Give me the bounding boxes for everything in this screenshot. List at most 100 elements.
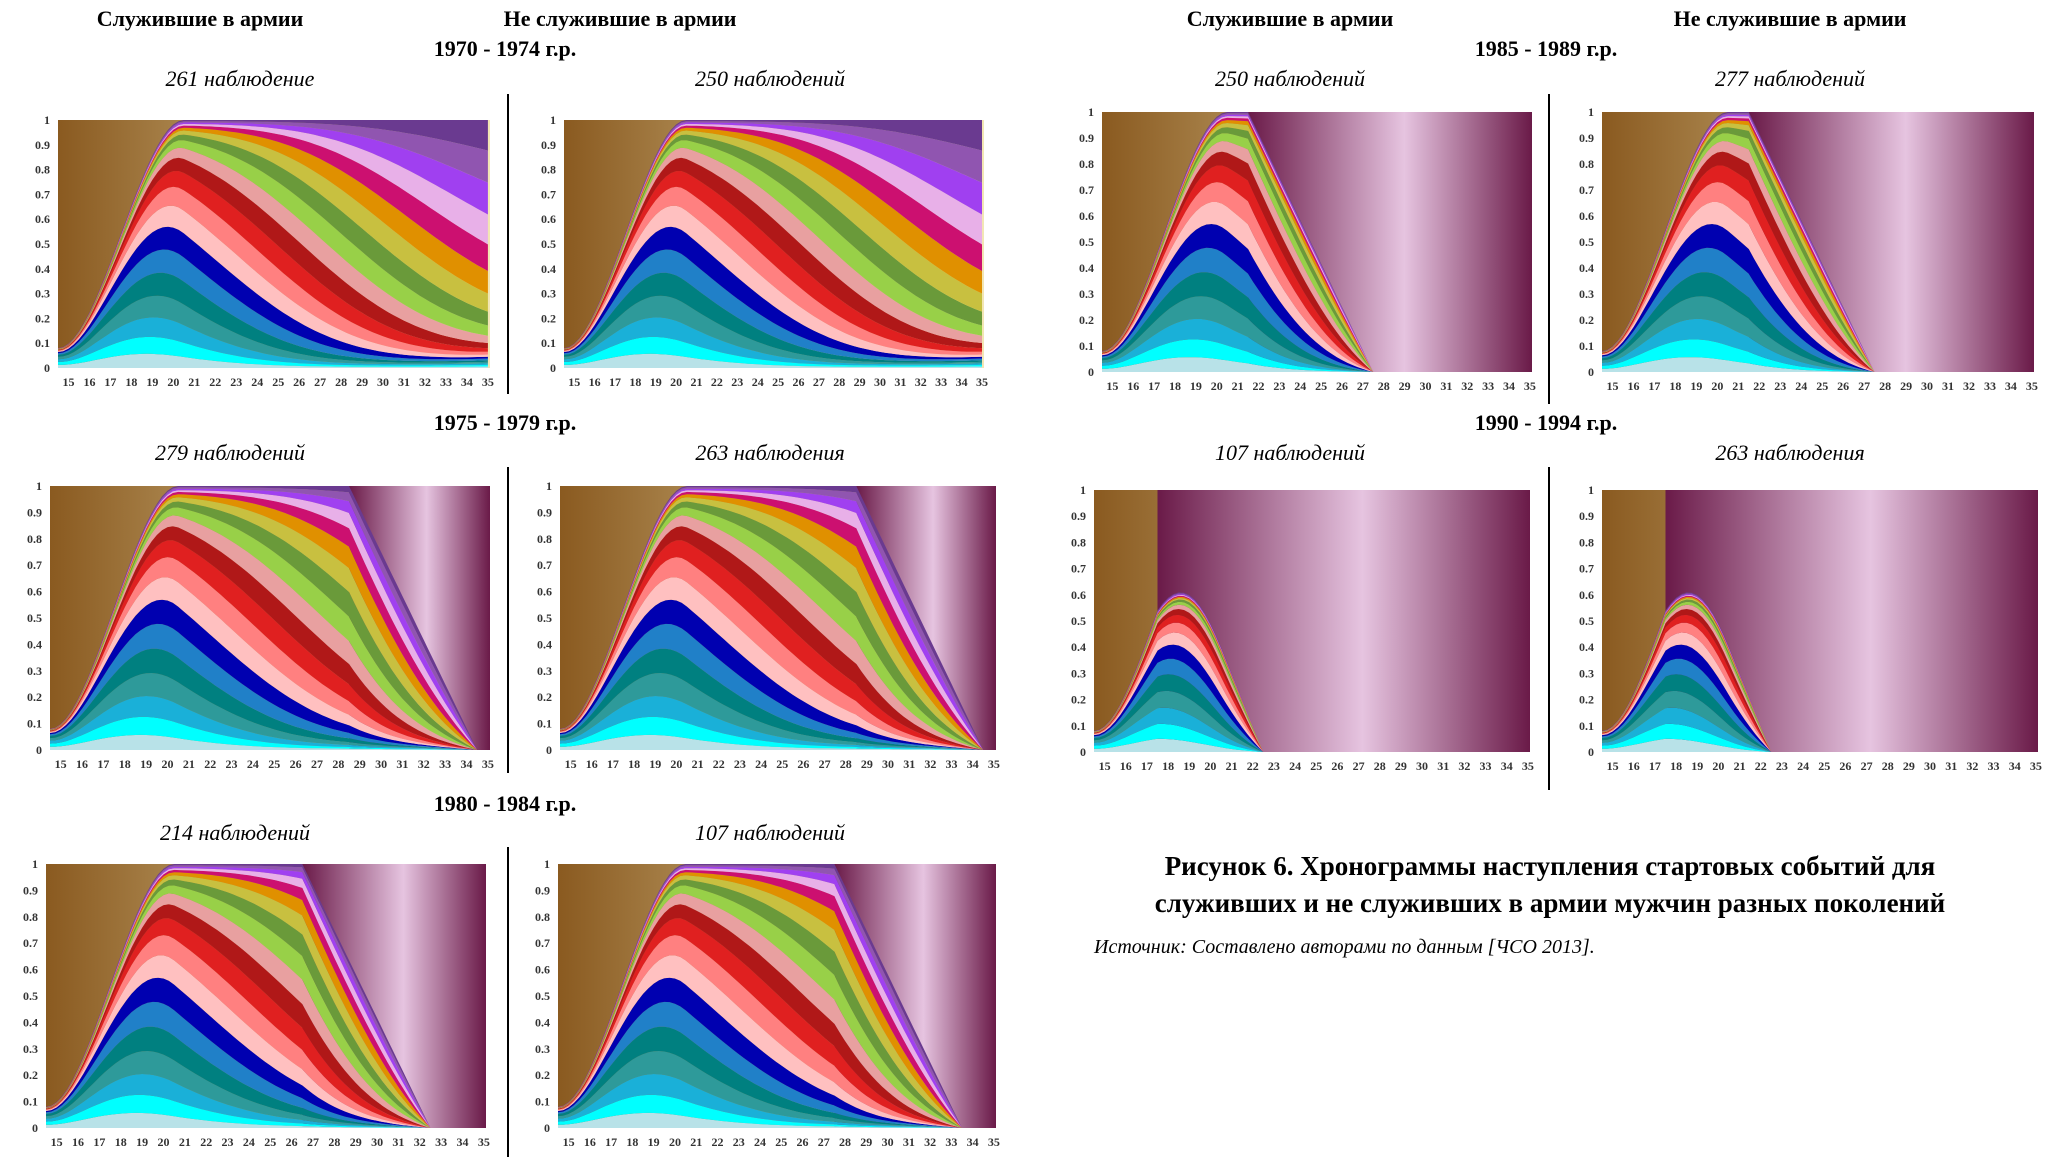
state-band-15 bbox=[58, 130, 488, 350]
x-tick-label: 31 bbox=[1945, 759, 1957, 773]
x-tick-label: 32 bbox=[1963, 379, 1975, 393]
state-band-9 bbox=[58, 186, 488, 355]
x-tick-label: 24 bbox=[755, 757, 767, 771]
x-tick-label: 22 bbox=[1253, 379, 1265, 393]
state-band-4 bbox=[564, 295, 982, 365]
x-tick-label: 17 bbox=[104, 375, 116, 389]
state-band-7 bbox=[1102, 224, 1530, 372]
x-tick-label: 20 bbox=[167, 375, 179, 389]
x-tick-label: 23 bbox=[226, 757, 238, 771]
x-tick-label: 34 bbox=[2009, 759, 2021, 773]
state-band-12 bbox=[58, 147, 488, 350]
y-tick-label: 0.8 bbox=[35, 163, 50, 177]
state-band-4 bbox=[58, 295, 488, 365]
x-tick-label: 35 bbox=[2026, 379, 2038, 393]
x-tick-label: 28 bbox=[1378, 379, 1390, 393]
x-tick-label: 17 bbox=[609, 375, 621, 389]
x-tick-label: 34 bbox=[457, 1135, 469, 1149]
state-band-12 bbox=[50, 515, 488, 750]
y-tick-label: 1 bbox=[1588, 483, 1594, 497]
state-band-9 bbox=[50, 557, 488, 750]
x-tick-label: 19 bbox=[1690, 379, 1702, 393]
state-band-20 bbox=[564, 121, 982, 349]
x-tick-label: 18 bbox=[1169, 379, 1181, 393]
y-tick-label: 0.8 bbox=[27, 532, 42, 546]
y-tick-label: 0.7 bbox=[1579, 562, 1594, 576]
x-tick-label: 24 bbox=[1795, 379, 1807, 393]
x-tick-label: 30 bbox=[882, 1135, 894, 1149]
state-band-12 bbox=[560, 515, 994, 750]
x-tick-label: 21 bbox=[690, 1135, 702, 1149]
x-tick-label: 33 bbox=[1984, 379, 1996, 393]
y-tick-label: 1 bbox=[1088, 105, 1094, 119]
y-tick-label: 0.4 bbox=[1079, 261, 1094, 275]
x-tick-label: 26 bbox=[797, 757, 809, 771]
y-tick-label: 0 bbox=[1080, 745, 1086, 759]
state-band-7 bbox=[1094, 644, 1528, 752]
x-tick-label: 20 bbox=[161, 757, 173, 771]
state-band-9 bbox=[558, 935, 994, 1128]
y-tick-label: 0.9 bbox=[35, 138, 50, 152]
state-band-5 bbox=[50, 648, 488, 750]
state-band-8 bbox=[558, 955, 994, 1128]
state-band-10 bbox=[564, 171, 982, 352]
y-tick-label: 1 bbox=[546, 479, 552, 493]
y-tick-label: 0.6 bbox=[537, 585, 552, 599]
state-band-20 bbox=[58, 121, 488, 349]
x-tick-label: 31 bbox=[894, 375, 906, 389]
x-tick-label: 32 bbox=[1966, 759, 1978, 773]
state-band-4 bbox=[1602, 296, 2032, 372]
x-tick-label: 26 bbox=[1331, 759, 1343, 773]
separator-1990 bbox=[1548, 467, 1550, 790]
x-tick-label: 15 bbox=[62, 375, 74, 389]
state-band-1 bbox=[1602, 738, 2036, 752]
y-tick-label: 0.3 bbox=[35, 287, 50, 301]
y-tick-label: 0.8 bbox=[1071, 535, 1086, 549]
obs-1985-not-served: 277 наблюдений bbox=[1714, 66, 1866, 91]
y-tick-label: 0.4 bbox=[1579, 640, 1594, 654]
x-tick-label: 15 bbox=[51, 1135, 63, 1149]
state-band-13 bbox=[558, 885, 994, 1128]
state-band-1 bbox=[1102, 357, 1530, 372]
y-tick-label: 0.9 bbox=[1579, 509, 1594, 523]
y-tick-label: 0.7 bbox=[537, 558, 552, 572]
separator-1975 bbox=[507, 467, 509, 773]
state-band-13 bbox=[50, 507, 488, 750]
x-tick-label: 28 bbox=[839, 1135, 851, 1149]
state-band-8 bbox=[50, 577, 488, 750]
x-tick-label: 32 bbox=[915, 375, 927, 389]
x-tick-label: 32 bbox=[924, 757, 936, 771]
cohort-label-1975: 1975 - 1979 г.р. bbox=[433, 410, 577, 435]
state-band-14 bbox=[564, 134, 982, 350]
state-band-13 bbox=[560, 507, 994, 750]
x-tick-label: 29 bbox=[861, 757, 873, 771]
state-band-5 bbox=[46, 1026, 484, 1128]
state-band-15 bbox=[560, 497, 994, 750]
x-tick-label: 29 bbox=[854, 375, 866, 389]
y-tick-label: 0.3 bbox=[535, 1042, 550, 1056]
state-band-8 bbox=[1094, 632, 1528, 752]
x-tick-label: 28 bbox=[1374, 759, 1386, 773]
x-tick-label: 20 bbox=[1711, 379, 1723, 393]
state-band-13 bbox=[46, 885, 484, 1128]
x-tick-label: 22 bbox=[200, 1135, 212, 1149]
x-tick-label: 32 bbox=[419, 375, 431, 389]
state-band-3 bbox=[564, 317, 982, 366]
y-tick-label: 0.7 bbox=[1071, 562, 1086, 576]
x-tick-label: 22 bbox=[204, 757, 216, 771]
x-tick-label: 29 bbox=[354, 757, 366, 771]
x-tick-label: 31 bbox=[903, 1135, 915, 1149]
x-tick-label: 21 bbox=[692, 757, 704, 771]
y-tick-label: 1 bbox=[1588, 105, 1594, 119]
figure-source: Источник: Составлено авторами по данным … bbox=[1094, 936, 1595, 958]
x-tick-label: 16 bbox=[72, 1135, 84, 1149]
y-tick-label: 0.8 bbox=[23, 910, 38, 924]
x-tick-label: 34 bbox=[461, 375, 473, 389]
y-tick-label: 0.5 bbox=[23, 989, 38, 1003]
y-tick-label: 0.7 bbox=[1579, 183, 1594, 197]
y-tick-label: 0.3 bbox=[1079, 287, 1094, 301]
x-tick-label: 35 bbox=[478, 1135, 490, 1149]
